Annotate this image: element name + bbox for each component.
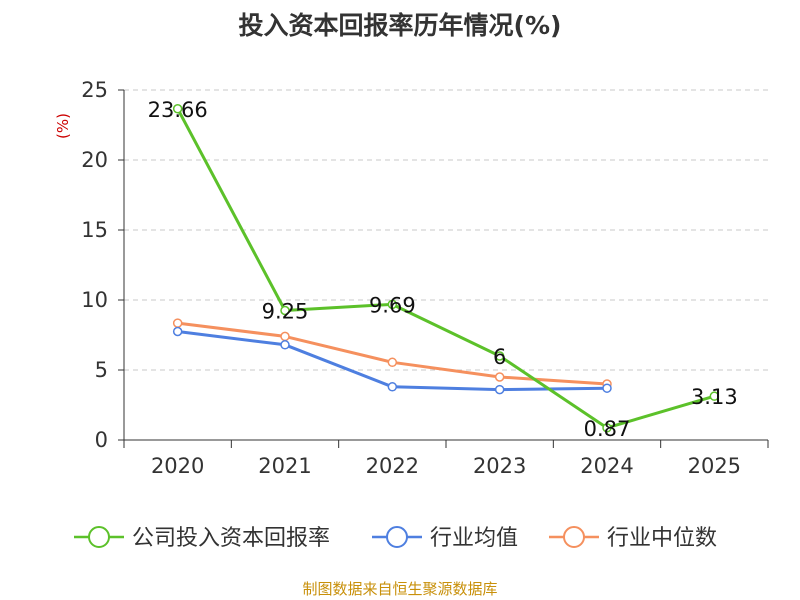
legend-item-2: 行业中位数 <box>549 526 717 551</box>
series-lines <box>172 104 720 433</box>
data-point <box>280 340 290 350</box>
legend-swatch-marker <box>386 526 408 548</box>
data-labels: 23.66 9.25 9.69 6 0.87 3.13 <box>148 98 738 441</box>
data-point <box>172 318 183 328</box>
data-point <box>602 423 612 433</box>
data-point <box>280 305 290 316</box>
legend-label: 行业中位数 <box>607 526 717 551</box>
y-tick-label: 15 <box>81 218 108 242</box>
x-tick-label: 2023 <box>473 454 526 478</box>
data-label: 9.25 <box>262 300 309 324</box>
x-tick-label: 2021 <box>258 454 311 478</box>
data-point <box>387 382 398 392</box>
legend-label: 公司投入资本回报率 <box>132 526 330 551</box>
series-0 <box>172 104 720 433</box>
x-tick-label: 2024 <box>580 454 633 478</box>
data-point <box>494 384 505 395</box>
legend-item-0: 公司投入资本回报率 <box>74 526 330 551</box>
series-line <box>177 321 608 386</box>
data-label: 9.69 <box>369 293 416 317</box>
data-label: 6 <box>493 345 506 369</box>
y-tick-label: 20 <box>81 148 108 172</box>
data-label: 23.66 <box>148 98 208 122</box>
data-point <box>172 326 183 337</box>
data-point <box>280 331 290 342</box>
data-label: 0.87 <box>584 417 631 441</box>
y-tick-label: 0 <box>95 428 108 452</box>
x-tick-label: 2020 <box>151 454 204 478</box>
legend-item-1: 行业均值 <box>372 526 518 551</box>
data-point <box>602 383 612 393</box>
y-tick-label: 5 <box>95 358 108 382</box>
y-tick-label: 10 <box>81 288 108 312</box>
data-point <box>387 357 398 368</box>
x-tick-label: 2022 <box>366 454 419 478</box>
data-point <box>494 372 505 382</box>
series-2 <box>172 318 612 389</box>
legend-label: 行业均值 <box>430 526 518 551</box>
legend: 公司投入资本回报率 行业均值 行业中位数 <box>74 526 717 551</box>
legend-swatch-marker <box>563 526 585 548</box>
data-point <box>387 299 398 310</box>
x-tick-label: 2025 <box>688 454 741 478</box>
series-1 <box>172 326 612 395</box>
data-point <box>709 391 720 401</box>
source-note: 制图数据来自恒生聚源数据库 <box>302 580 497 598</box>
data-point <box>172 104 183 114</box>
chart-title: 投入资本回报率历年情况(%) <box>239 11 562 40</box>
series-line <box>176 108 715 430</box>
data-point <box>494 351 505 361</box>
y-axis-unit: (%) <box>54 113 72 139</box>
legend-swatch-marker <box>88 526 110 548</box>
data-label: 3.13 <box>691 385 738 409</box>
y-tick-label: 25 <box>81 78 108 102</box>
